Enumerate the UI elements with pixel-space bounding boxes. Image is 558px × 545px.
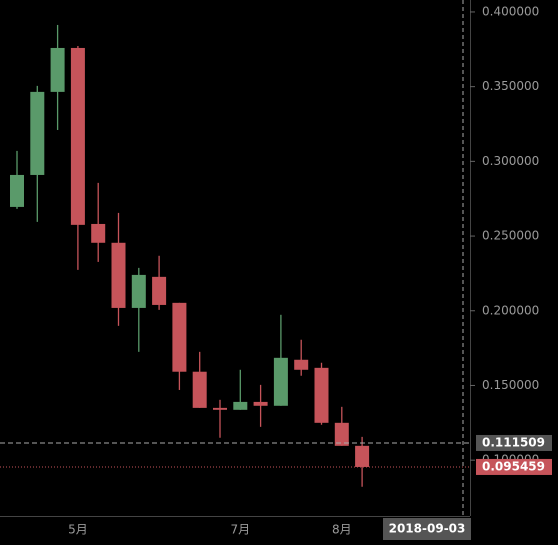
candle-body <box>192 371 207 408</box>
candle-body <box>355 445 370 467</box>
candle-body <box>253 401 268 406</box>
candle-body <box>172 302 187 372</box>
candle-body <box>334 422 349 446</box>
candle-body <box>152 276 167 305</box>
x-tick-label: 8月 <box>332 523 352 537</box>
candle-body <box>91 223 106 243</box>
candle-body <box>50 47 65 92</box>
crosshair-date-box <box>383 518 471 540</box>
y-tick-label: 0.400000 <box>482 4 539 18</box>
candle-body <box>314 367 329 423</box>
x-tick-label: 7月 <box>230 523 250 537</box>
last-price-label: 0.095459 <box>482 459 545 473</box>
candle-body <box>30 91 45 175</box>
y-tick-label: 0.350000 <box>482 79 539 93</box>
crosshair-date-label: 2018-09-03 <box>389 522 466 536</box>
candle-body <box>70 47 85 225</box>
y-tick-label: 0.150000 <box>482 378 539 392</box>
crosshair-price-box <box>476 434 552 451</box>
candle-body <box>10 174 24 207</box>
y-tick-label: 0.300000 <box>482 154 539 168</box>
candle-body <box>294 359 309 370</box>
y-tick-label: 0.200000 <box>482 303 539 317</box>
crosshair-price-label: 0.111509 <box>482 435 545 449</box>
x-tick-label: 5月 <box>68 523 88 537</box>
candle-body <box>273 357 288 406</box>
y-tick-label: 0.250000 <box>482 229 539 243</box>
candle-body <box>233 401 248 410</box>
last-price-box <box>476 458 552 475</box>
candle-body <box>213 407 227 410</box>
candle-body <box>111 242 126 308</box>
candle-body <box>131 274 146 308</box>
